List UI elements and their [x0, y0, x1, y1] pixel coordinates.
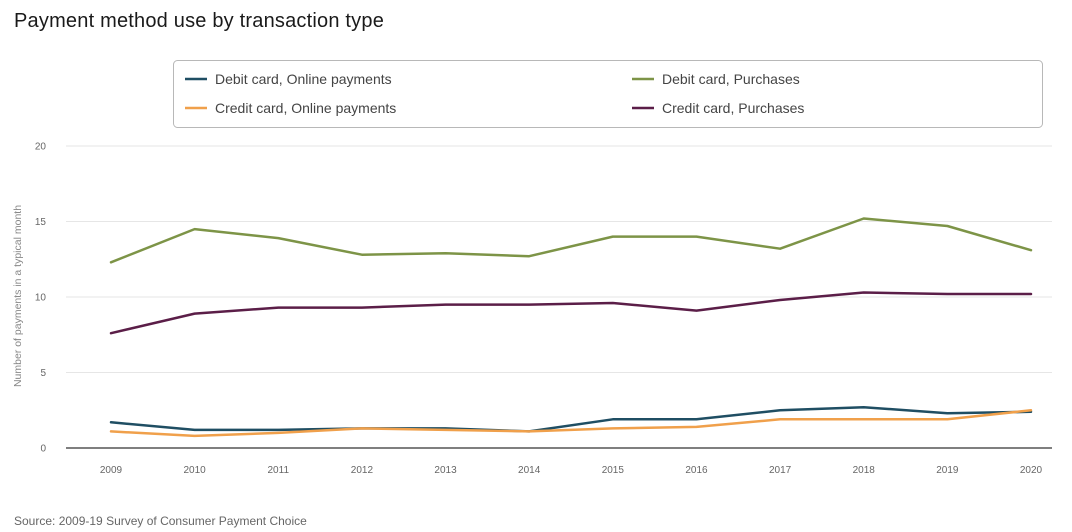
legend-label: Credit card, Purchases [662, 100, 804, 116]
series-line-4 [109, 291, 1033, 335]
x-tick-label: 2015 [602, 465, 625, 476]
x-tick-label: 2018 [853, 465, 876, 476]
x-tick-label: 2009 [100, 465, 123, 476]
series-line-3 [109, 409, 1033, 438]
source-note: Source: 2009-19 Survey of Consumer Payme… [14, 514, 307, 528]
y-tick-label: 5 [40, 368, 46, 379]
y-tick-label: 15 [35, 217, 47, 228]
x-tick-label: 2011 [268, 465, 290, 476]
series-line-2 [109, 217, 1033, 264]
legend: Debit card, Online payments Debit card, P… [185, 71, 804, 116]
y-axis-label: Number of payments in a typical month [12, 205, 24, 387]
y-tick-label: 10 [35, 293, 47, 304]
y-tick-label: 20 [35, 142, 47, 153]
legend-label: Debit card, Online payments [215, 71, 392, 87]
x-tick-label: 2016 [685, 465, 708, 476]
legend-box [173, 60, 1043, 128]
legend-label: Credit card, Online payments [215, 100, 396, 116]
series-lines [109, 217, 1033, 438]
chart-title: Payment method use by transaction type [14, 10, 385, 32]
y-axis-ticks: 0 5 10 15 20 [35, 142, 47, 455]
x-tick-label: 2013 [434, 465, 457, 476]
series-line-1 [109, 405, 1033, 433]
x-tick-label: 2019 [936, 465, 959, 476]
grid [66, 145, 1052, 449]
y-tick-label: 0 [40, 444, 46, 455]
x-tick-label: 2017 [769, 465, 792, 476]
x-axis-ticks: 2009 2010 2011 2012 2013 2014 2015 2016 2017 2018… [100, 465, 1043, 476]
x-tick-label: 2012 [351, 465, 374, 476]
x-tick-label: 2020 [1020, 465, 1043, 476]
legend-label: Debit card, Purchases [662, 71, 800, 87]
x-tick-label: 2014 [518, 465, 541, 476]
x-tick-label: 2010 [184, 465, 207, 476]
